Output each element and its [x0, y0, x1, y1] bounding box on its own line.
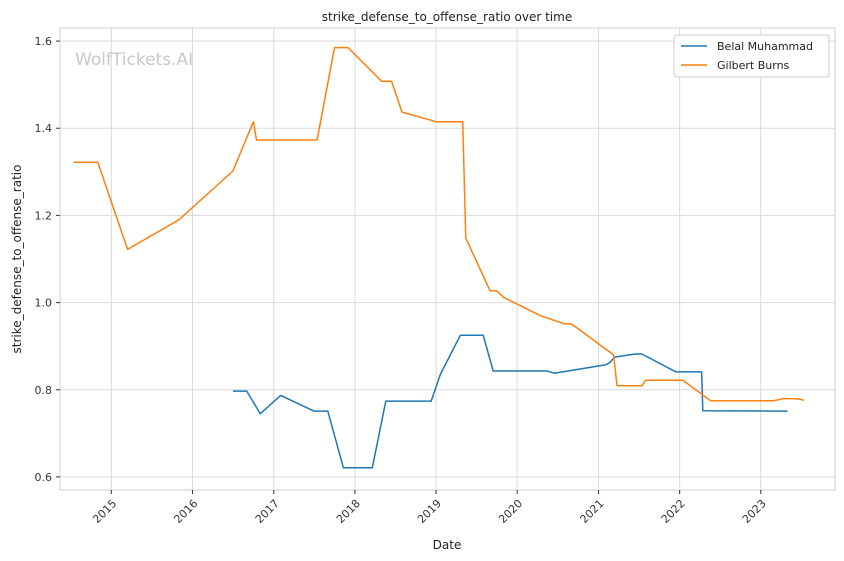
y-tick-label: 0.6: [35, 471, 53, 484]
y-tick-label: 1.6: [35, 35, 53, 48]
y-tick-label: 1.0: [35, 297, 53, 310]
chart-title: strike_defense_to_offense_ratio over tim…: [322, 10, 572, 24]
legend-label-gilbert-burns: Gilbert Burns: [717, 59, 790, 72]
plot-area: [59, 27, 836, 491]
y-axis-ticks: 0.6 0.8 1.0 1.2 1.4 1.6: [35, 35, 60, 484]
series-line-belal-muhammad: [232, 334, 788, 469]
watermark: WolfTickets.AI: [75, 50, 193, 70]
legend-label-belal-muhammad: Belal Muhammad: [717, 40, 813, 53]
legend-box: [673, 34, 830, 78]
series-line-gilbert-burns: [73, 46, 805, 402]
y-tick-label: 0.8: [35, 384, 53, 397]
grid: [60, 28, 835, 490]
y-tick-label: 1.4: [35, 122, 53, 135]
series-layer: [73, 46, 805, 469]
x-axis-label: Date: [433, 538, 462, 552]
y-tick-label: 1.2: [35, 209, 53, 222]
legend: Belal Muhammad Gilbert Burns: [673, 34, 830, 78]
y-axis-label: strike_defense_to_offense_ratio: [10, 165, 24, 354]
